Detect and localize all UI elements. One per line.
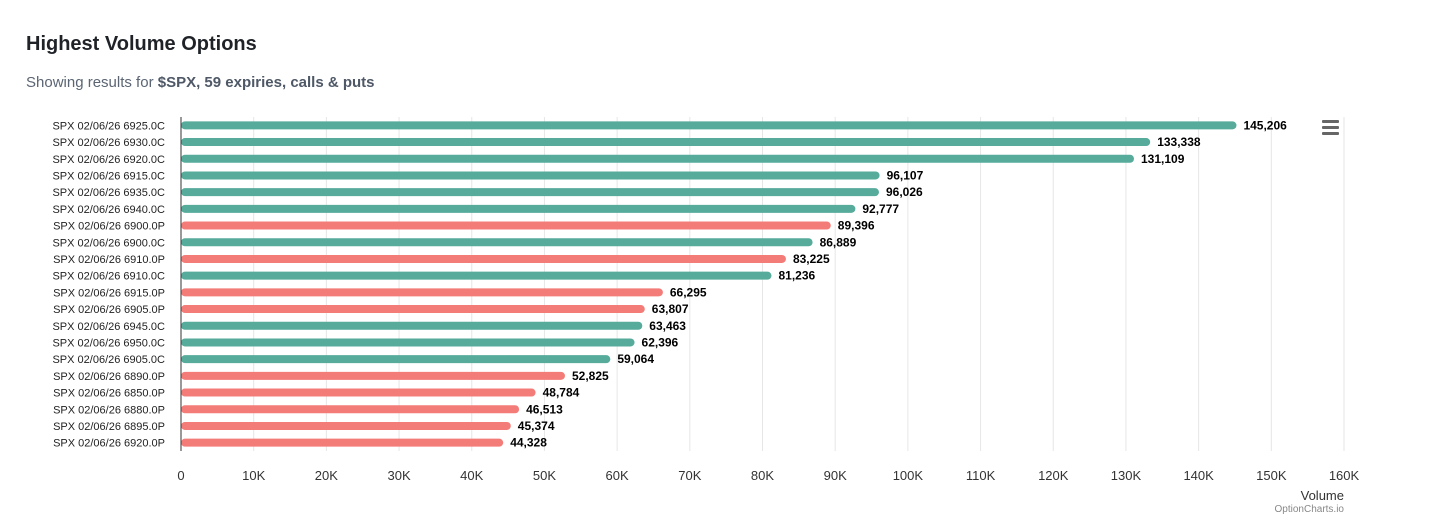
bar-call[interactable] [181,204,856,213]
data-label: 46,513 [526,402,563,416]
data-label: 131,109 [1141,152,1185,166]
x-tick-label: 40K [460,468,483,483]
bar-call[interactable] [181,238,813,247]
x-tick-label: 160K [1329,468,1360,483]
chart-subtitle: Showing results for $SPX, 59 expiries, c… [26,74,375,91]
bar-call[interactable] [181,321,643,330]
category-label: SPX 02/06/26 6850.0P [53,388,165,400]
bar-put[interactable] [181,288,663,297]
category-label: SPX 02/06/26 6905.0P [53,304,165,316]
subtitle-query: $SPX, 59 expiries, calls & puts [157,74,375,91]
data-label: 44,328 [510,436,547,450]
category-label: SPX 02/06/26 6910.0P [53,254,165,266]
chart-menu-icon[interactable] [1319,118,1343,136]
category-label: SPX 02/06/26 6945.0C [52,321,165,333]
data-label: 92,777 [862,202,899,216]
subtitle-prefix: Showing results for [26,74,158,91]
data-label: 86,889 [820,235,857,249]
x-tick-label: 150K [1256,468,1287,483]
category-label: SPX 02/06/26 6915.0C [52,170,165,182]
bar-call[interactable] [181,154,1134,163]
credits[interactable]: OptionCharts.io [1274,504,1344,515]
x-axis-ticks: 0 10K 20K 30K 40K 50K 60K 70K 80K 90K 100K 110K 120K… [177,468,1359,483]
bar-call[interactable] [181,171,880,180]
category-label: SPX 02/06/26 6910.0C [52,271,165,283]
x-tick-label: 110K [966,468,996,483]
category-label: SPX 02/06/26 6950.0C [52,337,165,349]
x-tick-label: 10K [242,468,265,483]
data-label: 63,807 [652,302,689,316]
bar-call[interactable] [181,188,879,197]
x-tick-label: 20K [315,468,338,483]
x-tick-label: 0 [177,468,184,483]
category-label: SPX 02/06/26 6940.0C [52,204,165,216]
x-tick-label: 60K [606,468,629,483]
bar-put[interactable] [181,371,565,380]
category-label: SPX 02/06/26 6930.0C [52,137,165,149]
x-tick-label: 140K [1183,468,1214,483]
data-label: 62,396 [642,335,679,349]
category-label: SPX 02/06/26 6920.0P [53,438,165,450]
category-label: SPX 02/06/26 6925.0C [52,120,165,132]
data-label: 81,236 [778,269,815,283]
data-label: 48,784 [543,386,580,400]
bar-put[interactable] [181,305,645,314]
bars [181,121,1237,447]
category-label: SPX 02/06/26 6905.0C [52,354,165,366]
data-label: 59,064 [617,352,654,366]
chart-title: Highest Volume Options [26,33,257,55]
bar-call[interactable] [181,355,611,364]
x-axis-title: Volume [1301,488,1344,503]
bar-put[interactable] [181,405,520,414]
category-label: SPX 02/06/26 6900.0C [52,237,165,249]
bar-call[interactable] [181,138,1151,147]
x-tick-label: 130K [1111,468,1142,483]
data-labels: 145,206 133,338 131,109 96,107 96,026 92,777 8… [510,118,1287,449]
category-labels: SPX 02/06/26 6925.0C SPX 02/06/26 6930.0C… [52,120,165,449]
bar-call[interactable] [181,338,635,347]
bar-put[interactable] [181,388,536,397]
x-tick-label: 100K [893,468,924,483]
x-tick-label: 70K [678,468,701,483]
category-label: SPX 02/06/26 6880.0P [53,404,165,416]
x-tick-label: 30K [387,468,410,483]
bar-call[interactable] [181,271,772,280]
data-label: 89,396 [838,219,875,233]
bar-put[interactable] [181,254,786,263]
x-tick-label: 90K [824,468,847,483]
category-label: SPX 02/06/26 6935.0C [52,187,165,199]
data-label: 145,206 [1243,118,1287,132]
data-label: 52,825 [572,369,609,383]
data-label: 63,463 [649,319,686,333]
data-label: 96,107 [887,168,924,182]
category-label: SPX 02/06/26 6920.0C [52,154,165,166]
category-label: SPX 02/06/26 6900.0P [53,221,165,233]
data-label: 66,295 [670,285,707,299]
data-label: 83,225 [793,252,830,266]
x-tick-label: 80K [751,468,774,483]
x-tick-label: 50K [533,468,556,483]
data-label: 96,026 [886,185,923,199]
bar-put[interactable] [181,438,504,447]
category-label: SPX 02/06/26 6915.0P [53,287,165,299]
bar-call[interactable] [181,121,1237,130]
category-label: SPX 02/06/26 6895.0P [53,421,165,433]
category-label: SPX 02/06/26 6890.0P [53,371,165,383]
data-label: 45,374 [518,419,555,433]
gridlines [253,117,1345,451]
bar-put[interactable] [181,221,831,230]
data-label: 133,338 [1157,135,1201,149]
x-tick-label: 120K [1038,468,1069,483]
bar-put[interactable] [181,421,511,430]
